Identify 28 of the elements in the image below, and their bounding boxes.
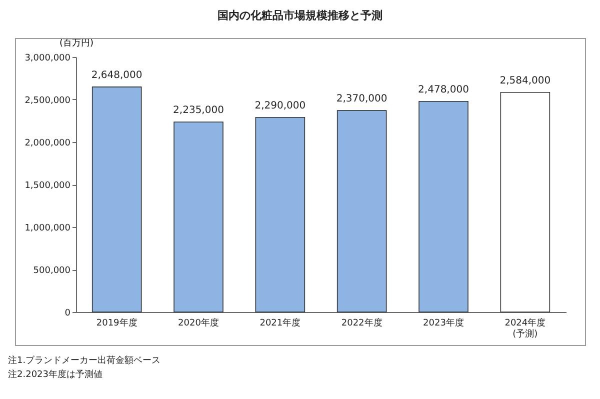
bar: [92, 86, 142, 312]
bar: [336, 110, 387, 312]
y-tick-label: 1,000,000: [24, 224, 71, 234]
data-label: 2,478,000: [418, 84, 469, 96]
bar: [418, 100, 468, 312]
y-tick-label: 2,000,000: [24, 138, 71, 148]
x-tick-label: 2023年度: [423, 318, 464, 328]
data-label: 2,584,000: [500, 75, 551, 86]
y-tick-label: 500,000: [33, 266, 71, 276]
x-tick-label: 2021年度: [260, 318, 301, 328]
x-tick-label: 2024年度 (予測): [504, 318, 546, 340]
bar: [174, 122, 224, 312]
y-tick-label: 1,500,000: [24, 181, 71, 191]
y-tick-label: 0: [64, 308, 71, 318]
x-tick-label: 2020年度: [178, 318, 219, 328]
bar: [500, 92, 550, 312]
chart-title: 国内の化粧品市場規模推移と予測: [216, 8, 384, 23]
data-label: 2,235,000: [173, 105, 224, 116]
data-label: 2,648,000: [91, 70, 142, 81]
data-label: 2,370,000: [336, 94, 388, 105]
bar: [255, 116, 306, 312]
x-tick-label: 2019年度: [96, 318, 138, 328]
text: 注2.2023年度は予測値: [8, 368, 104, 382]
y-tick-label: 3,000,000: [24, 54, 71, 64]
x-tick-label: 2022年度: [341, 318, 382, 328]
y-tick-label: 2,500,000: [24, 96, 71, 106]
text: 注1.ブランドメーカー出荷金額ベース: [8, 354, 161, 368]
data-label: 2,290,000: [254, 100, 306, 112]
